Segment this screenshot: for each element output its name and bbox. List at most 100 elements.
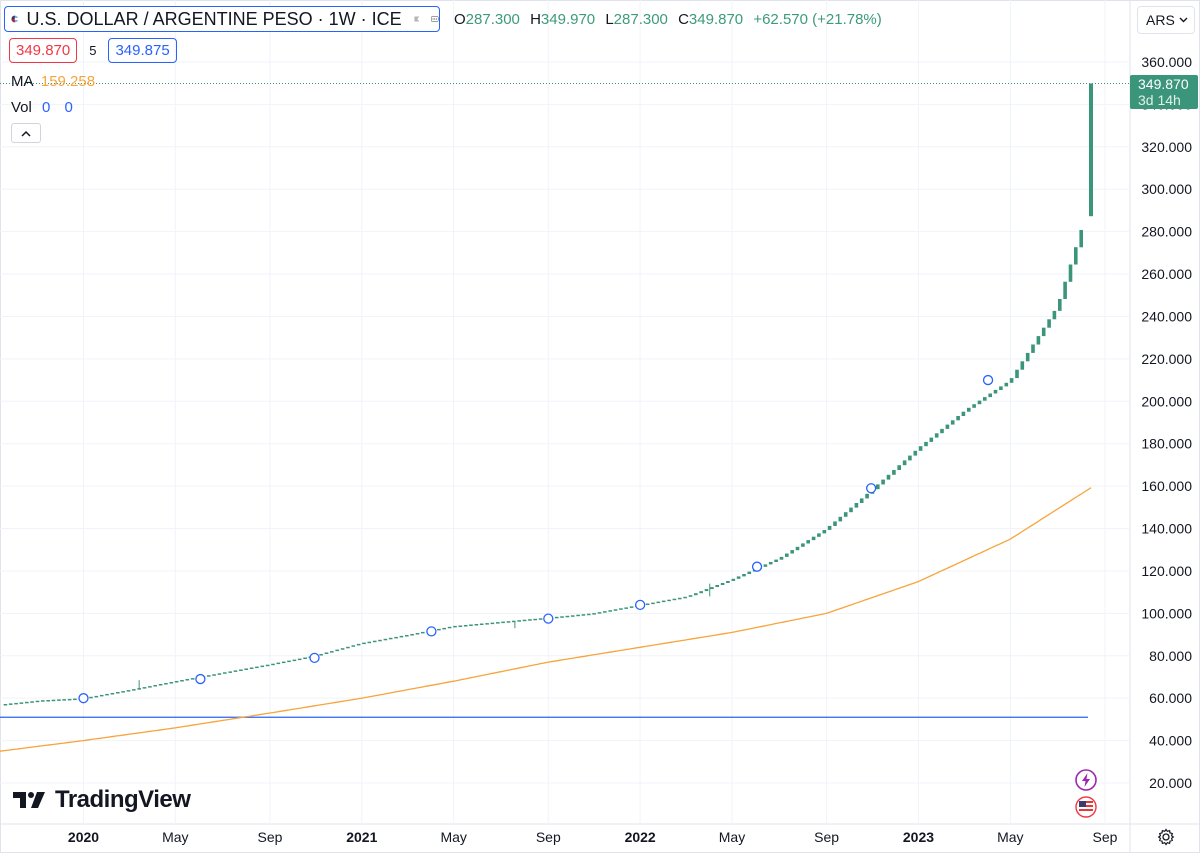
candle (164, 683, 168, 685)
y-tick-label: 260.000 (1141, 266, 1192, 282)
tradingview-logo[interactable]: TradingView (13, 786, 191, 814)
candle (961, 411, 966, 416)
candle (340, 648, 345, 650)
high-value: 349.970 (540, 11, 596, 28)
x-tick-label: 2021 (346, 829, 377, 845)
candle (383, 638, 388, 641)
candle (1004, 382, 1009, 387)
candle (538, 618, 543, 620)
x-tick-label: Sep (1092, 829, 1117, 845)
event-marker[interactable] (751, 561, 763, 572)
candle (1031, 344, 1035, 353)
event-marker[interactable] (634, 599, 646, 611)
more-options-icon[interactable] (431, 12, 439, 26)
candle (827, 525, 832, 530)
currency-selector[interactable]: ARS (1137, 6, 1195, 34)
candle (437, 628, 441, 631)
event-marker[interactable] (195, 673, 206, 685)
candle (73, 698, 77, 701)
us-ar-flag-icon (11, 15, 19, 23)
candle (41, 700, 45, 702)
candle (645, 603, 650, 605)
currency-label: ARS (1146, 12, 1175, 28)
symbol-search-box[interactable]: U.S. DOLLAR / ARGENTINE PESO · 1W · ICE (4, 6, 440, 32)
chevron-down-icon (1179, 17, 1188, 23)
high-label: H (530, 11, 541, 28)
candle (463, 625, 468, 627)
vol-value-1: 0 (42, 99, 51, 116)
candle (174, 681, 179, 683)
sell-price-button[interactable]: 349.870 (9, 38, 78, 63)
y-tick-label: 320.000 (1141, 139, 1192, 155)
candle (763, 564, 768, 567)
candle (239, 669, 243, 671)
time-axis[interactable]: 2020 May Sep 2021 May Sep 2022 May Sep 2023 May Sep (68, 829, 1118, 845)
event-marker[interactable] (309, 652, 320, 664)
candle (362, 642, 366, 645)
candle (458, 625, 463, 627)
candle (94, 695, 99, 698)
y-tick-label: 160.000 (1141, 478, 1192, 494)
candle (699, 591, 703, 594)
candle (790, 550, 794, 554)
candle (388, 637, 393, 640)
candle (736, 576, 741, 579)
collapse-legend-button[interactable] (11, 123, 41, 143)
candle (619, 608, 623, 610)
event-marker[interactable] (866, 483, 877, 494)
close-label: C (678, 11, 689, 28)
candle (319, 654, 323, 656)
event-marker[interactable] (982, 374, 994, 386)
candle (474, 624, 479, 626)
candle (977, 400, 982, 405)
candle (35, 700, 40, 703)
event-marker[interactable] (78, 693, 89, 704)
candle (843, 512, 848, 517)
candle (704, 589, 709, 592)
candle (865, 493, 869, 499)
candle (324, 652, 329, 654)
gear-icon[interactable] (1157, 828, 1175, 846)
candle (945, 424, 950, 429)
ma-legend[interactable]: MA 159.258 (11, 73, 95, 90)
candle (897, 465, 901, 470)
candle (303, 657, 307, 659)
candle (180, 680, 184, 682)
candle (1047, 319, 1051, 328)
y-tick-label: 20.000 (1149, 775, 1192, 791)
buy-price-button[interactable]: 349.875 (108, 38, 177, 63)
candle (950, 420, 955, 425)
candle (67, 698, 72, 701)
flag-marker-icon[interactable] (414, 12, 420, 26)
event-marker[interactable] (426, 626, 437, 637)
candle (233, 670, 238, 672)
candle (99, 694, 104, 697)
volume-legend[interactable]: Vol 0 0 (11, 99, 73, 116)
candle (30, 701, 34, 703)
candle (795, 546, 800, 551)
candle (608, 610, 612, 612)
y-tick-label: 100.000 (1141, 605, 1192, 621)
us-flag-icon[interactable] (1075, 796, 1097, 818)
vol-label: Vol (11, 99, 32, 116)
candle (587, 613, 591, 616)
candle (265, 664, 270, 667)
lightning-icon[interactable] (1075, 769, 1097, 791)
candle (993, 389, 998, 394)
candle (158, 684, 163, 686)
candle (972, 404, 976, 408)
candle (19, 702, 24, 704)
low-label: L (605, 11, 614, 28)
close-value: 349.870 (688, 11, 744, 28)
candle (25, 701, 29, 704)
candle (447, 626, 452, 629)
candle (442, 627, 446, 630)
candle (410, 634, 414, 636)
candle (528, 619, 532, 621)
candle (1052, 310, 1057, 320)
ma-line (0, 487, 1092, 752)
price-axis[interactable]: 20.000 40.000 60.000 80.000 100.000 120.000 14… (1141, 54, 1192, 791)
event-marker[interactable] (543, 613, 554, 624)
